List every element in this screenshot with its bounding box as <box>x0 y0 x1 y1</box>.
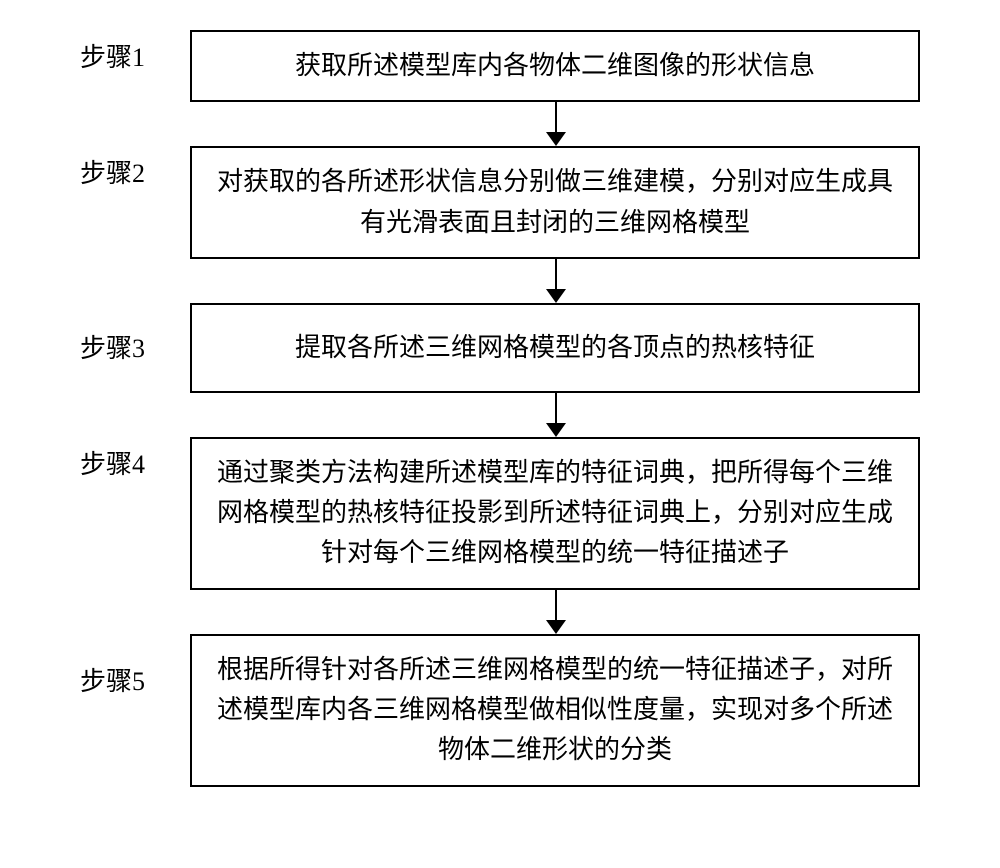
step-label-1: 步骤1 <box>80 40 145 76</box>
arrow-line <box>555 393 557 425</box>
step-box-4: 通过聚类方法构建所述模型库的特征词典，把所得每个三维网格模型的热核特征投影到所述… <box>190 437 920 590</box>
step-label-4: 步骤4 <box>80 447 145 483</box>
step-label-5: 步骤5 <box>80 664 145 700</box>
step-row-2: 步骤2 对获取的各所述形状信息分别做三维建模，分别对应生成具有光滑表面且封闭的三… <box>60 146 940 259</box>
step-box-3: 提取各所述三维网格模型的各顶点的热核特征 <box>190 303 920 393</box>
step-text-4: 通过聚类方法构建所述模型库的特征词典，把所得每个三维网格模型的热核特征投影到所述… <box>212 453 898 574</box>
step-label-2: 步骤2 <box>80 156 145 192</box>
arrow-4 <box>60 590 940 634</box>
step-text-2: 对获取的各所述形状信息分别做三维建模，分别对应生成具有光滑表面且封闭的三维网格模… <box>212 162 898 243</box>
step-row-3: 步骤3 提取各所述三维网格模型的各顶点的热核特征 <box>60 303 940 393</box>
step-box-2: 对获取的各所述形状信息分别做三维建模，分别对应生成具有光滑表面且封闭的三维网格模… <box>190 146 920 259</box>
arrow-1 <box>60 102 940 146</box>
step-box-1: 获取所述模型库内各物体二维图像的形状信息 <box>190 30 920 102</box>
arrow-3 <box>60 393 940 437</box>
step-box-5: 根据所得针对各所述三维网格模型的统一特征描述子，对所述模型库内各三维网格模型做相… <box>190 634 920 787</box>
arrow-head-icon <box>546 423 566 437</box>
arrow-head-icon <box>546 620 566 634</box>
arrow-line <box>555 259 557 291</box>
step-text-3: 提取各所述三维网格模型的各顶点的热核特征 <box>295 328 815 368</box>
step-row-1: 步骤1 获取所述模型库内各物体二维图像的形状信息 <box>60 30 940 102</box>
step-text-1: 获取所述模型库内各物体二维图像的形状信息 <box>295 46 815 86</box>
step-row-4: 步骤4 通过聚类方法构建所述模型库的特征词典，把所得每个三维网格模型的热核特征投… <box>60 437 940 590</box>
step-row-5: 步骤5 根据所得针对各所述三维网格模型的统一特征描述子，对所述模型库内各三维网格… <box>60 634 940 787</box>
arrow-2 <box>60 259 940 303</box>
arrow-head-icon <box>546 289 566 303</box>
arrow-line <box>555 590 557 622</box>
flowchart-container: 步骤1 获取所述模型库内各物体二维图像的形状信息 步骤2 对获取的各所述形状信息… <box>60 30 940 787</box>
arrow-head-icon <box>546 132 566 146</box>
step-label-3: 步骤3 <box>80 331 145 367</box>
arrow-line <box>555 102 557 134</box>
step-text-5: 根据所得针对各所述三维网格模型的统一特征描述子，对所述模型库内各三维网格模型做相… <box>212 650 898 771</box>
